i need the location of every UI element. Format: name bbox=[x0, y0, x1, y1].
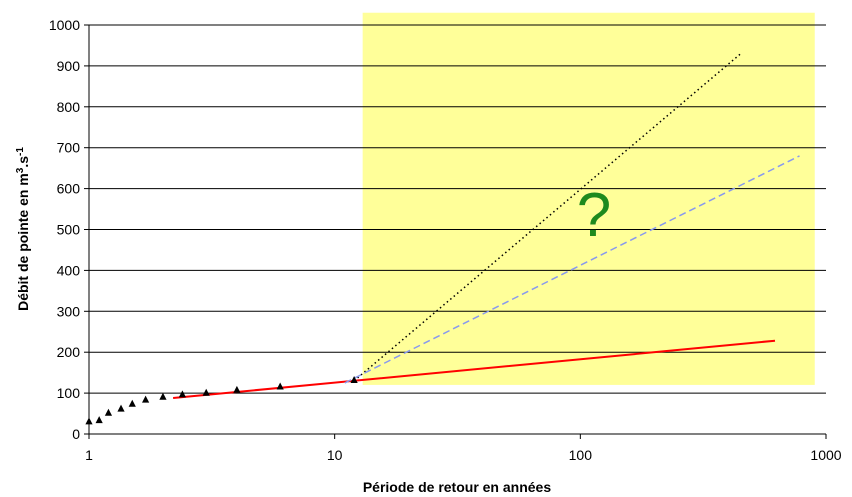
y-tick-label: 300 bbox=[57, 303, 81, 319]
y-axis-title-mid: .s bbox=[15, 156, 31, 168]
y-tick-label: 0 bbox=[72, 426, 80, 442]
y-tick-label: 100 bbox=[57, 385, 81, 401]
y-tick-label: 800 bbox=[57, 99, 81, 115]
question-mark-annotation: ? bbox=[577, 181, 611, 250]
y-tick-label: 500 bbox=[57, 222, 81, 238]
observed-point bbox=[178, 390, 187, 398]
x-tick-label: 1 bbox=[85, 447, 93, 463]
y-axis-title: Débit de pointe en m3.s-1 bbox=[15, 147, 32, 311]
uncertainty-zone-layer bbox=[362, 12, 815, 385]
axes: 0 100 200 300 400 500 600 700 800 900 1000 1 10 100 10… bbox=[49, 17, 842, 463]
y-tick-label: 600 bbox=[57, 181, 81, 197]
series-line-dashed bbox=[344, 155, 800, 384]
observed-point bbox=[233, 385, 241, 393]
y-axis-title-sup1: 3 bbox=[15, 167, 26, 173]
observed-points-layer bbox=[85, 376, 358, 425]
observed-point bbox=[276, 382, 284, 390]
gridlines bbox=[89, 24, 826, 394]
observed-point bbox=[202, 388, 210, 396]
observed-point bbox=[85, 417, 93, 425]
observed-point bbox=[159, 392, 167, 400]
x-tick-label: 100 bbox=[569, 447, 593, 463]
observed-point bbox=[142, 395, 150, 403]
y-tick-label: 400 bbox=[57, 262, 81, 278]
x-tick-label: 10 bbox=[327, 447, 343, 463]
x-axis-title: Période de retour en années bbox=[363, 479, 551, 495]
y-axis-title-sup2: -1 bbox=[15, 147, 26, 156]
observed-point bbox=[117, 404, 125, 412]
observed-point bbox=[95, 416, 103, 424]
y-axis-title-main: Débit de pointe en m bbox=[15, 173, 31, 311]
x-tick-label: 1000 bbox=[810, 447, 841, 463]
y-tick-label: 900 bbox=[57, 58, 81, 74]
observed-point bbox=[128, 399, 136, 407]
observed-point bbox=[104, 408, 113, 416]
y-tick-label: 700 bbox=[57, 140, 81, 156]
uncertainty-zone bbox=[362, 12, 815, 385]
observed-point bbox=[350, 376, 358, 384]
y-tick-label: 1000 bbox=[49, 17, 80, 33]
series-line-dotted bbox=[353, 53, 742, 382]
y-tick-label: 200 bbox=[57, 344, 81, 360]
